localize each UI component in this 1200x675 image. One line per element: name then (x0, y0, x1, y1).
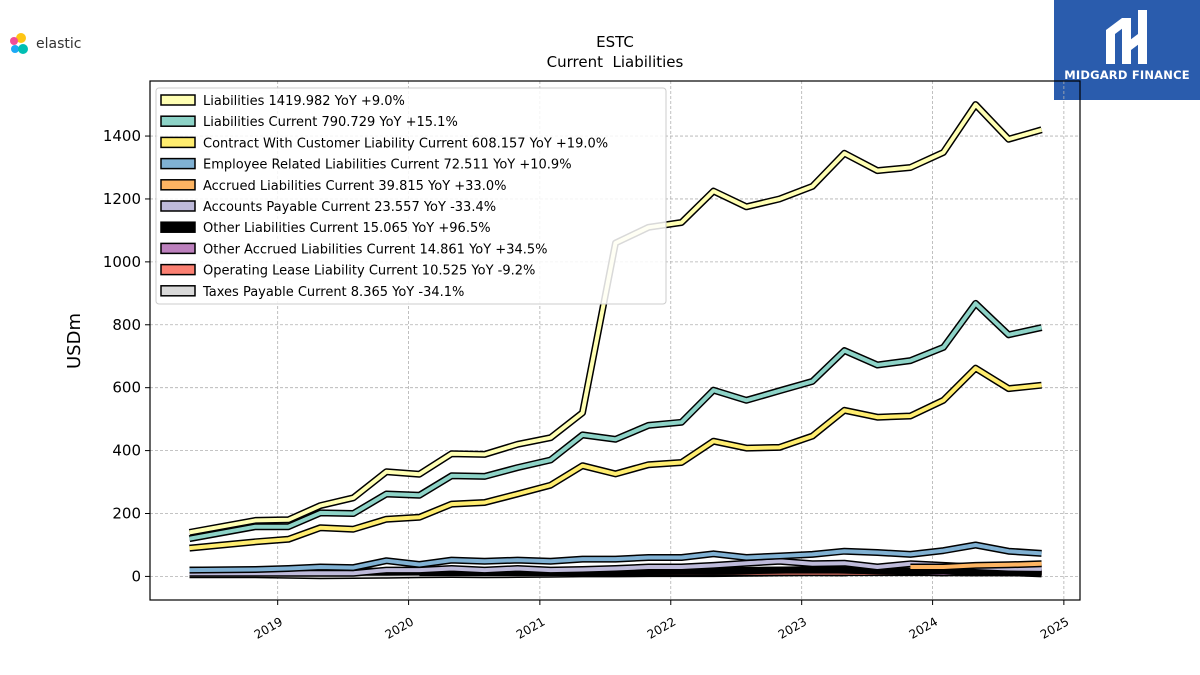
legend-label: Other Accrued Liabilities Current 14.861… (203, 242, 548, 257)
plot-frame (149, 80, 1081, 601)
y-tick-label: 1200 (103, 190, 141, 208)
elastic-logo: elastic (8, 32, 81, 56)
legend-swatch (160, 263, 196, 276)
legend-item: Accrued Liabilities Current 39.815 YoY +… (160, 179, 506, 194)
x-tick-label: 2019 (252, 614, 285, 641)
midgard-finance-logo-icon (1106, 10, 1147, 64)
legend-item: Other Accrued Liabilities Current 14.861… (160, 242, 548, 257)
x-tick-label: 2022 (645, 614, 678, 641)
legend-item: Contract With Customer Liability Current… (160, 136, 608, 151)
series-line (189, 366, 1042, 551)
legend-item: Other Liabilities Current 15.065 YoY +96… (160, 221, 491, 236)
y-tick-label: 800 (112, 316, 141, 334)
y-tick-label: 1000 (103, 253, 141, 271)
legend-label: Operating Lease Liability Current 10.525… (203, 264, 535, 279)
legend-item: Employee Related Liabilities Current 72.… (160, 157, 572, 173)
legend-label: Accrued Liabilities Current 39.815 YoY +… (203, 179, 506, 194)
legend-swatch (160, 221, 196, 233)
x-tick-label: 2020 (383, 614, 416, 641)
legend-item: Operating Lease Liability Current 10.525… (160, 263, 535, 279)
brand-text: MIDGARD FINANCE (1064, 68, 1190, 82)
logo-text: elastic (36, 36, 82, 52)
series-outline (189, 364, 1042, 552)
legend-swatch (160, 94, 196, 106)
x-tick-label: 2023 (776, 614, 809, 641)
legend-label: Taxes Payable Current 8.365 YoY -34.1% (202, 285, 464, 300)
x-tick-label: 2021 (514, 614, 547, 641)
legend-box (155, 87, 667, 305)
series-liabilities-current (188, 299, 1043, 543)
series-accrued-liabilities-current (910, 560, 1042, 571)
y-tick-label: 600 (112, 379, 141, 397)
series-contract-with-customer-liability-current (189, 364, 1042, 552)
legend-item: Liabilities 1419.982 YoY +9.0% (160, 94, 405, 109)
legend-item: Accounts Payable Current 23.557 YoY -33.… (160, 200, 496, 215)
legend-label: Employee Related Liabilities Current 72.… (203, 158, 572, 173)
x-tick-label: 2025 (1038, 614, 1071, 641)
series-employee-related-liabilities-current (189, 541, 1042, 574)
legend-label: Other Liabilities Current 15.065 YoY +96… (203, 221, 491, 236)
legend-swatch (160, 200, 196, 212)
y-tick-label: 200 (112, 505, 141, 523)
chart-subtitle: Current Liabilities (547, 53, 684, 71)
legend-swatch (160, 242, 196, 255)
series-line (189, 559, 1042, 576)
legend-swatch (160, 285, 196, 297)
legend-label: Contract With Customer Liability Current… (203, 136, 608, 151)
legend-label: Accounts Payable Current 23.557 YoY -33.… (203, 200, 496, 215)
x-tick-label: 2024 (907, 614, 940, 641)
legend-swatch (160, 157, 196, 170)
series-line (189, 301, 1043, 541)
legend-swatch (160, 179, 196, 191)
series-line (189, 543, 1042, 573)
elastic-logo-icon (10, 33, 28, 54)
legend: Liabilities 1419.982 YoY +9.0% Liabilitie… (155, 87, 667, 305)
midgard-finance-badge: MIDGARD FINANCE (1054, 0, 1200, 100)
y-tick-label: 400 (112, 442, 141, 460)
legend-label: Liabilities Current 790.729 YoY +15.1% (203, 115, 458, 130)
y-tick-label: 0 (131, 567, 141, 585)
series-accounts-payable-current (189, 557, 1042, 577)
series-line (910, 561, 1042, 569)
legend-label: Liabilities 1419.982 YoY +9.0% (203, 94, 405, 109)
legend-item: Liabilities Current 790.729 YoY +15.1% (160, 115, 458, 130)
chart-title: ESTC (596, 33, 634, 51)
series-lines (188, 101, 1043, 580)
y-tick-label: 1400 (103, 127, 141, 145)
legend-swatch (160, 115, 196, 127)
y-axis-label: USDm (64, 313, 85, 369)
legend-swatch (160, 136, 196, 149)
legend-item: Taxes Payable Current 8.365 YoY -34.1% (160, 285, 464, 300)
